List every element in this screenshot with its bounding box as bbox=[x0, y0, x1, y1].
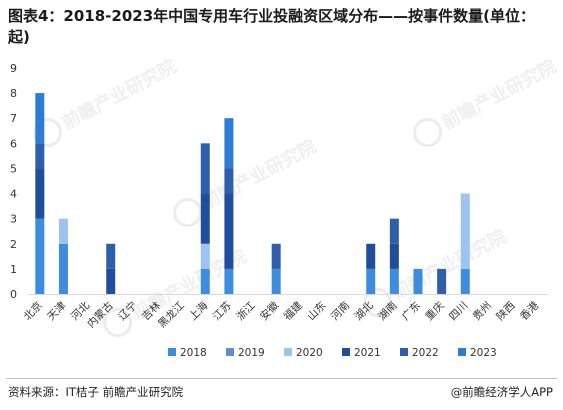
y-tick-label: 7 bbox=[10, 112, 17, 125]
watermark-text: 前瞻产业研究院 bbox=[58, 55, 180, 134]
chart-legend: 2018 2019 2020 2021 2022 2023 bbox=[168, 347, 497, 359]
legend-label: 2022 bbox=[412, 347, 439, 359]
legend-item: 2019 bbox=[226, 347, 265, 359]
x-tick-label: 重庆 bbox=[423, 299, 447, 323]
bar-segment-2022 bbox=[389, 218, 399, 244]
bar-segment-2023 bbox=[35, 93, 45, 144]
legend-item: 2021 bbox=[342, 347, 381, 359]
brand-label: @前瞻经济学人APP bbox=[450, 385, 553, 399]
x-tick-label: 香港 bbox=[518, 299, 542, 323]
chart-title: 图表4：2018-2023年中国专用车行业投融资区域分布——按事件数量(单位：起… bbox=[8, 7, 536, 46]
bar-segment-2021 bbox=[106, 268, 116, 294]
bar-segment-2018 bbox=[389, 268, 399, 294]
bar-segment-2018 bbox=[224, 268, 234, 294]
legend-label: 2018 bbox=[180, 347, 207, 359]
y-tick-label: 8 bbox=[10, 87, 17, 100]
x-tick-label: 河南 bbox=[328, 299, 352, 323]
x-tick-label: 贵州 bbox=[470, 299, 494, 323]
bar-segment-2020 bbox=[460, 193, 470, 269]
legend-swatch bbox=[168, 348, 176, 356]
bar-segment-2022 bbox=[271, 243, 281, 269]
bar-segment-2022 bbox=[224, 168, 234, 194]
bar-segment-2018 bbox=[271, 268, 281, 294]
legend-item: 2023 bbox=[458, 347, 497, 359]
legend-label: 2020 bbox=[296, 347, 323, 359]
x-tick-label: 北京 bbox=[21, 299, 45, 323]
y-tick-label: 9 bbox=[10, 62, 17, 75]
x-tick-label: 湖南 bbox=[375, 299, 399, 323]
watermark-text: 前瞻产业研究院 bbox=[388, 225, 510, 304]
y-tick-label: 6 bbox=[10, 137, 17, 150]
legend-label: 2023 bbox=[470, 347, 497, 359]
legend-label: 2021 bbox=[354, 347, 381, 359]
y-tick-label: 2 bbox=[10, 238, 17, 251]
bar-segment-2021 bbox=[35, 168, 45, 219]
legend-swatch bbox=[284, 348, 292, 356]
bar-segment-2018 bbox=[58, 243, 68, 294]
y-tick-label: 0 bbox=[10, 288, 17, 301]
x-tick-label: 湖北 bbox=[353, 299, 377, 323]
footer-divider bbox=[6, 378, 557, 379]
bar-segment-2018 bbox=[413, 268, 423, 294]
x-tick-label: 广东 bbox=[399, 299, 423, 323]
bar-segment-2022 bbox=[437, 268, 447, 294]
bar-segment-2021 bbox=[200, 193, 210, 244]
watermark-text: 前瞻产业研究院 bbox=[438, 55, 560, 134]
watermark-text: 前瞻产业研究院 bbox=[198, 135, 320, 214]
x-tick-label: 江苏 bbox=[210, 299, 234, 323]
y-tick-label: 3 bbox=[10, 213, 17, 226]
bar-segment-2018 bbox=[200, 268, 210, 294]
legend-item: 2018 bbox=[168, 347, 207, 359]
x-tick-label: 内蒙古 bbox=[84, 299, 115, 330]
x-tick-label: 四川 bbox=[447, 300, 470, 323]
legend-item: 2022 bbox=[400, 347, 439, 359]
legend-swatch bbox=[400, 348, 408, 356]
x-tick-label: 天津 bbox=[45, 299, 69, 323]
y-tick-label: 1 bbox=[10, 263, 17, 276]
watermark: 前瞻产业研究院 bbox=[413, 55, 560, 148]
bar-segment-2021 bbox=[366, 243, 376, 269]
x-tick-label: 安徽 bbox=[257, 299, 281, 323]
source-note: 资料来源：IT桔子 前瞻产业研究院 bbox=[8, 385, 184, 399]
bar-segment-2022 bbox=[35, 143, 45, 169]
bar-segment-2021 bbox=[389, 243, 399, 269]
legend-swatch bbox=[226, 348, 234, 356]
chart-bars bbox=[35, 93, 470, 294]
y-tick-label: 4 bbox=[10, 188, 17, 201]
bar-segment-2018 bbox=[35, 218, 45, 294]
watermark: 前瞻产业研究院 bbox=[33, 55, 180, 148]
bar-segment-2023 bbox=[224, 118, 234, 169]
legend-label: 2019 bbox=[238, 347, 265, 359]
x-tick-label: 山东 bbox=[305, 299, 329, 323]
x-tick-label: 福建 bbox=[281, 299, 305, 323]
bar-segment-2018 bbox=[460, 268, 470, 294]
x-tick-label: 浙江 bbox=[234, 299, 258, 323]
bar-segment-2021 bbox=[224, 193, 234, 269]
bar-segment-2022 bbox=[200, 143, 210, 194]
legend-swatch bbox=[342, 348, 350, 356]
x-tick-label: 上海 bbox=[186, 299, 210, 323]
watermark: 前瞻产业研究院 bbox=[173, 135, 320, 228]
bar-segment-2018 bbox=[366, 268, 376, 294]
x-tick-label: 陕西 bbox=[494, 299, 518, 323]
y-tick-label: 5 bbox=[10, 162, 17, 175]
legend-swatch bbox=[458, 348, 466, 356]
legend-item: 2020 bbox=[284, 347, 323, 359]
bar-segment-2020 bbox=[58, 218, 68, 244]
bar-segment-2020 bbox=[200, 243, 210, 269]
bar-segment-2022 bbox=[106, 243, 116, 269]
